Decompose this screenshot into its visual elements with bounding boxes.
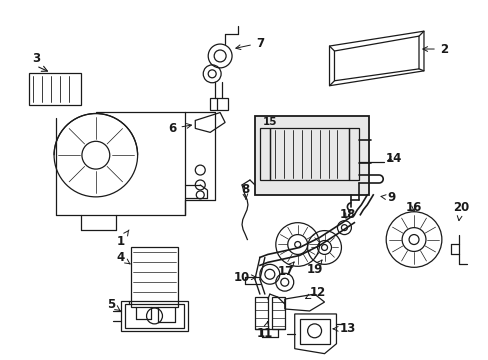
Text: 12: 12 xyxy=(305,285,325,299)
Bar xyxy=(254,116,368,195)
Text: 11: 11 xyxy=(256,321,272,340)
Bar xyxy=(254,297,267,329)
Bar xyxy=(269,129,349,180)
Text: 18: 18 xyxy=(339,208,355,221)
Bar xyxy=(121,301,188,331)
Text: 4: 4 xyxy=(116,251,130,264)
Bar xyxy=(210,98,227,109)
Text: 1: 1 xyxy=(117,230,129,248)
Bar xyxy=(130,247,178,307)
Text: 5: 5 xyxy=(106,297,120,311)
Text: 9: 9 xyxy=(380,192,394,204)
Text: 13: 13 xyxy=(333,322,355,336)
Text: 7: 7 xyxy=(235,37,264,50)
Text: 8: 8 xyxy=(241,184,248,199)
Text: 14: 14 xyxy=(385,152,402,165)
Text: 3: 3 xyxy=(32,53,40,66)
Text: 17: 17 xyxy=(277,262,294,278)
Bar xyxy=(349,129,359,180)
Text: 10: 10 xyxy=(233,271,256,284)
Bar xyxy=(260,129,269,180)
Text: 15: 15 xyxy=(262,117,277,127)
Text: 20: 20 xyxy=(452,201,468,221)
Text: 6: 6 xyxy=(168,122,191,135)
Bar xyxy=(29,73,81,105)
Text: 2: 2 xyxy=(422,42,447,55)
Bar xyxy=(271,297,284,329)
Text: 16: 16 xyxy=(405,201,421,214)
Text: 19: 19 xyxy=(306,260,322,276)
Bar xyxy=(299,319,329,344)
Bar xyxy=(124,304,184,328)
